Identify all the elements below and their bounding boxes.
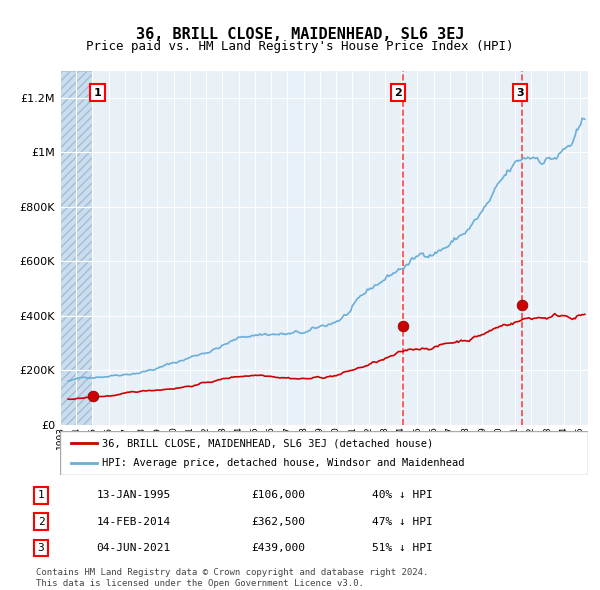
Point bbox=[398, 322, 408, 331]
Text: 3: 3 bbox=[38, 543, 44, 553]
Text: 47% ↓ HPI: 47% ↓ HPI bbox=[372, 517, 433, 527]
Text: 14-FEB-2014: 14-FEB-2014 bbox=[96, 517, 170, 527]
Text: £106,000: £106,000 bbox=[251, 490, 305, 500]
Text: 04-JUN-2021: 04-JUN-2021 bbox=[96, 543, 170, 553]
Point bbox=[88, 391, 98, 401]
Text: Price paid vs. HM Land Registry's House Price Index (HPI): Price paid vs. HM Land Registry's House … bbox=[86, 40, 514, 53]
Text: Contains HM Land Registry data © Crown copyright and database right 2024.: Contains HM Land Registry data © Crown c… bbox=[36, 568, 428, 576]
Text: 3: 3 bbox=[516, 87, 524, 97]
FancyBboxPatch shape bbox=[60, 431, 588, 475]
Text: 1: 1 bbox=[38, 490, 44, 500]
Text: 2: 2 bbox=[38, 517, 44, 527]
Text: 36, BRILL CLOSE, MAIDENHEAD, SL6 3EJ (detached house): 36, BRILL CLOSE, MAIDENHEAD, SL6 3EJ (de… bbox=[102, 438, 433, 448]
Bar bbox=[60, 71, 92, 425]
Text: 40% ↓ HPI: 40% ↓ HPI bbox=[372, 490, 433, 500]
Text: HPI: Average price, detached house, Windsor and Maidenhead: HPI: Average price, detached house, Wind… bbox=[102, 458, 465, 467]
Text: £362,500: £362,500 bbox=[251, 517, 305, 527]
Text: 36, BRILL CLOSE, MAIDENHEAD, SL6 3EJ: 36, BRILL CLOSE, MAIDENHEAD, SL6 3EJ bbox=[136, 27, 464, 41]
Text: 2: 2 bbox=[394, 87, 402, 97]
Text: This data is licensed under the Open Government Licence v3.0.: This data is licensed under the Open Gov… bbox=[36, 579, 364, 588]
Bar bbox=[92, 71, 588, 425]
Text: £439,000: £439,000 bbox=[251, 543, 305, 553]
Text: 1: 1 bbox=[94, 87, 101, 97]
Point bbox=[517, 300, 527, 310]
Text: 13-JAN-1995: 13-JAN-1995 bbox=[96, 490, 170, 500]
Text: 51% ↓ HPI: 51% ↓ HPI bbox=[372, 543, 433, 553]
